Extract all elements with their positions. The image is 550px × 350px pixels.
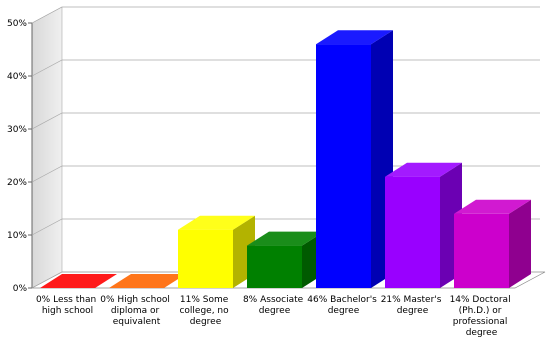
grid-line xyxy=(31,165,540,183)
bar xyxy=(454,199,531,288)
bar xyxy=(247,231,324,288)
bar-top xyxy=(40,274,117,288)
bar-front xyxy=(247,245,302,288)
y-tick-label: 10% xyxy=(7,231,27,241)
grid-line xyxy=(31,59,540,77)
bar-front xyxy=(385,176,440,288)
bar-top xyxy=(109,274,186,288)
bar-front xyxy=(454,213,509,288)
x-tick-label: 0% Less than high school xyxy=(36,295,99,316)
y-tick-label: 30% xyxy=(7,125,27,135)
y-tick-label: 50% xyxy=(7,19,27,29)
bar-front xyxy=(316,44,371,289)
x-tick-label: 0% High school diploma or equivalent xyxy=(100,295,172,327)
x-tick-label: 46% Bachelor's degree xyxy=(307,295,379,316)
bar xyxy=(109,274,186,288)
bar xyxy=(178,215,255,288)
y-tick-label: 20% xyxy=(7,178,27,188)
x-tick-label: 21% Master's degree xyxy=(381,295,445,316)
grid-line xyxy=(31,112,540,130)
left-wall xyxy=(31,6,63,289)
bar-top xyxy=(316,30,393,45)
bar xyxy=(385,162,462,288)
bar xyxy=(40,274,117,288)
bar-top xyxy=(178,215,255,230)
grid-line xyxy=(31,6,540,24)
bar-top xyxy=(247,231,324,246)
y-tick-label: 0% xyxy=(13,284,28,294)
x-tick-label: 8% Associate degree xyxy=(243,295,306,316)
bar-side xyxy=(509,199,531,288)
bar xyxy=(316,30,393,289)
bar-top xyxy=(385,162,462,177)
y-tick-label: 40% xyxy=(7,72,27,82)
x-tick-label: 11% Some college, no degree xyxy=(179,295,231,327)
bar-front xyxy=(178,229,233,288)
x-tick-label: 14% Doctoral (Ph.D.) or professional deg… xyxy=(450,295,514,338)
bar-top xyxy=(454,199,531,214)
